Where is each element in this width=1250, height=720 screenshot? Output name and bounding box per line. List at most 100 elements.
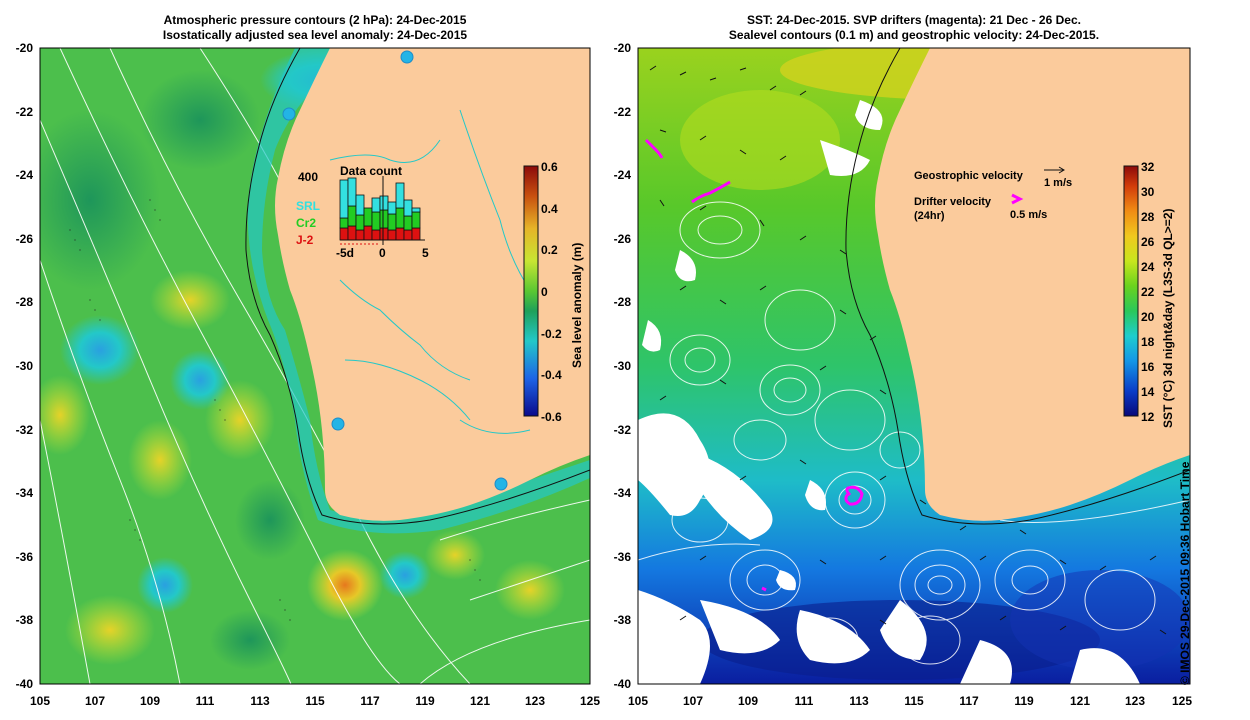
- lat-tick: -28: [614, 295, 632, 309]
- left-map: Data count 400 SRL Cr2 J-2: [40, 48, 590, 684]
- lon-tick: 111: [196, 694, 215, 708]
- sst-colorbar: [1123, 165, 1139, 417]
- shelf-band: [247, 48, 590, 534]
- lon-tick: 115: [904, 694, 924, 708]
- data-count-inset: Data count 400 SRL Cr2 J-2: [296, 164, 429, 260]
- lat-tick: -26: [614, 232, 632, 246]
- inset-bars: [339, 177, 421, 241]
- lon-tick: 109: [738, 694, 758, 708]
- left-map-title: Atmospheric pressure contours (2 hPa): 2…: [40, 13, 590, 43]
- lon-tick: 107: [683, 694, 703, 708]
- sst-tick: 24: [1141, 260, 1155, 274]
- lon-tick: 111: [795, 694, 814, 708]
- sla-tick: -0.4: [541, 368, 562, 382]
- land-rivers-left: [329, 109, 531, 434]
- sla-tick: 0.2: [541, 243, 558, 257]
- lat-tick: -36: [614, 550, 632, 564]
- lon-tick: 119: [1014, 694, 1034, 708]
- lon-tick: 123: [525, 694, 545, 708]
- lon-tick: 115: [305, 694, 325, 708]
- lat-tick: -28: [16, 295, 34, 309]
- inset-legend-srl: SRL: [296, 199, 320, 213]
- lat-tick: -22: [16, 105, 34, 119]
- lon-tick: 117: [360, 694, 380, 708]
- sst-tick: 28: [1141, 210, 1155, 224]
- inset-xtick-0: 0: [379, 246, 386, 260]
- sla-tick: -0.6: [541, 410, 562, 424]
- sst-tick: 14: [1141, 385, 1155, 399]
- left-map-frame: [39, 47, 591, 685]
- sla-tick: 0.6: [541, 160, 558, 174]
- lat-tick: -32: [16, 423, 34, 437]
- geostrophic-velocity-arrows: [649, 65, 1167, 635]
- sst-tick: 30: [1141, 185, 1155, 199]
- sea-level-contours: [638, 201, 1190, 665]
- y-axis-right: -20 -22 -24 -26 -28 -30 -32 -34 -36 -38 …: [614, 41, 632, 691]
- sst-colorbar-ticks: 32 30 28 26 24 22 20 18 16 14 12 SST (°C…: [1141, 160, 1175, 428]
- shelf-isobath: [245, 48, 590, 525]
- drifter-velocity-period: (24hr): [914, 210, 945, 222]
- sst-tick: 20: [1141, 310, 1155, 324]
- lon-tick: 121: [470, 694, 490, 708]
- sla-colorbar-label: Sea level anomaly (m): [570, 243, 584, 368]
- lat-tick: -24: [16, 168, 34, 182]
- right-map: Geostrophic velocity 1 m/s Drifter veloc…: [638, 48, 1190, 684]
- sla-colorbar-ticks: 0.6 0.4 0.2 0 -0.2 -0.4 -0.6 Sea level a…: [541, 160, 584, 424]
- lon-tick: 107: [85, 694, 105, 708]
- lon-tick: 105: [30, 694, 50, 708]
- sst-tick: 18: [1141, 335, 1155, 349]
- x-axis-left: 105 107 109 111 113 115 117 119 121 123 …: [30, 694, 600, 708]
- sla-dots: [69, 199, 481, 621]
- australia-landmass-left: [275, 48, 590, 521]
- lat-tick: -40: [16, 677, 34, 691]
- geostrophic-velocity-label: Geostrophic velocity: [914, 170, 1024, 182]
- shelf-isobath-right: [845, 48, 1190, 525]
- sst-tick: 26: [1141, 235, 1155, 249]
- inset-legend-cr2: Cr2: [296, 216, 316, 230]
- lat-tick: -30: [16, 359, 34, 373]
- lat-tick: -20: [16, 41, 34, 55]
- sst-tick: 22: [1141, 285, 1155, 299]
- inset-legend-j2: J-2: [296, 233, 314, 247]
- velocity-legend: Geostrophic velocity 1 m/s Drifter veloc…: [914, 166, 1072, 222]
- sla-tick: -0.2: [541, 327, 562, 341]
- sst-tick: 12: [1141, 410, 1155, 424]
- lat-tick: -34: [16, 486, 34, 500]
- sst-tick: 16: [1141, 360, 1155, 374]
- geostrophic-scale-label: 1 m/s: [1044, 177, 1072, 189]
- lat-tick: -34: [614, 486, 632, 500]
- left-title-line-1: Atmospheric pressure contours (2 hPa): 2…: [163, 13, 467, 27]
- sst-tick: 32: [1141, 160, 1155, 174]
- lat-tick: -26: [16, 232, 34, 246]
- right-map-frame: [637, 47, 1191, 685]
- lat-tick: -40: [614, 677, 632, 691]
- left-title-line-2: Isostatically adjusted sea level anomaly…: [162, 28, 468, 42]
- lon-tick: 123: [1125, 694, 1145, 708]
- lon-tick: 121: [1070, 694, 1090, 708]
- inset-title: Data count: [340, 164, 402, 178]
- lon-tick: 109: [140, 694, 160, 708]
- lon-tick: 113: [849, 694, 869, 708]
- y-axis-left: -20 -22 -24 -26 -28 -30 -32 -34 -36 -38 …: [16, 41, 34, 691]
- right-map-title: SST: 24-Dec-2015. SVP drifters (magenta)…: [638, 13, 1190, 43]
- x-axis-right: 105 107 109 111 113 115 117 119 121 123 …: [628, 694, 1192, 708]
- inset-xtick-neg5: -5d: [336, 246, 354, 260]
- drifter-scale-label: 0.5 m/s: [1010, 209, 1047, 221]
- lat-tick: -20: [614, 41, 632, 55]
- svp-drifter-tracks: [644, 138, 864, 592]
- lat-tick: -38: [16, 613, 34, 627]
- lon-tick: 125: [1172, 694, 1192, 708]
- lon-tick: 105: [628, 694, 648, 708]
- sla-tick: 0.4: [541, 202, 558, 216]
- lat-tick: -32: [614, 423, 632, 437]
- lat-tick: -24: [614, 168, 632, 182]
- drifter-velocity-label: Drifter velocity: [914, 196, 992, 208]
- inset-count-label: 400: [298, 170, 318, 184]
- lat-tick: -38: [614, 613, 632, 627]
- lat-tick: -30: [614, 359, 632, 373]
- inset-xtick-5: 5: [422, 246, 429, 260]
- lon-tick: 113: [250, 694, 270, 708]
- lon-tick: 119: [415, 694, 435, 708]
- lon-tick: 125: [580, 694, 600, 708]
